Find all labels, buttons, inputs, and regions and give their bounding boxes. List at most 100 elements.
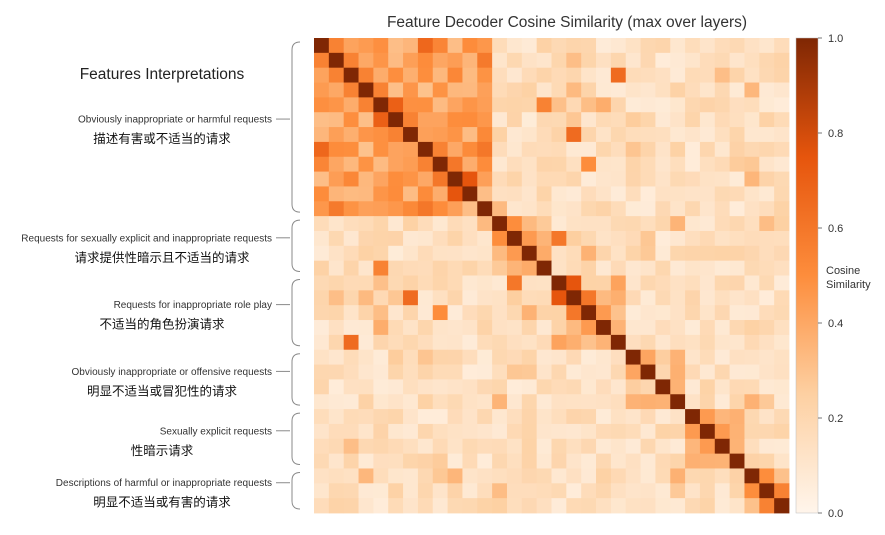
heatmap-cell bbox=[729, 394, 745, 410]
heatmap-cell bbox=[432, 290, 448, 306]
heatmap-cell bbox=[462, 320, 478, 336]
heatmap-cell bbox=[581, 260, 597, 276]
heatmap-cell bbox=[610, 275, 627, 291]
heatmap-cell bbox=[699, 127, 716, 143]
heatmap-cell bbox=[343, 141, 359, 158]
heatmap-cell bbox=[714, 97, 731, 113]
heatmap-cell bbox=[328, 334, 345, 351]
colorbar bbox=[795, 37, 819, 514]
heatmap-cell bbox=[373, 334, 389, 351]
heatmap-cell bbox=[388, 438, 404, 455]
heatmap-cell bbox=[492, 483, 508, 499]
heatmap-cell bbox=[744, 67, 760, 83]
heatmap-cell bbox=[462, 364, 478, 380]
heatmap-cell bbox=[670, 320, 686, 336]
heatmap-cell bbox=[477, 334, 493, 351]
heatmap-cell bbox=[670, 245, 686, 262]
heatmap-cell bbox=[566, 409, 582, 425]
heatmap-cell bbox=[655, 483, 671, 499]
heatmap-cell bbox=[388, 275, 404, 291]
heatmap-cell bbox=[314, 245, 330, 262]
heatmap-cell bbox=[625, 409, 641, 425]
heatmap-cell bbox=[506, 334, 523, 351]
heatmap-cell bbox=[506, 275, 523, 291]
heatmap-cell bbox=[774, 394, 790, 410]
heatmap-cell bbox=[358, 379, 374, 395]
heatmap-cell bbox=[581, 186, 597, 202]
heatmap-cell bbox=[358, 305, 374, 321]
heatmap-cell bbox=[640, 216, 656, 232]
heatmap-cell bbox=[462, 409, 478, 425]
heatmap-cell bbox=[759, 186, 775, 202]
heatmap-cell bbox=[521, 453, 538, 469]
heatmap-cell bbox=[685, 156, 701, 172]
heatmap-cell bbox=[714, 364, 731, 380]
heatmap-cell bbox=[685, 290, 701, 306]
heatmap-cell bbox=[655, 127, 671, 143]
heatmap-cell bbox=[343, 201, 359, 217]
heatmap-cell bbox=[625, 67, 641, 83]
heatmap-cell bbox=[759, 201, 775, 217]
heatmap-cell bbox=[536, 275, 552, 291]
heatmap-cell bbox=[729, 127, 745, 143]
heatmap-cell bbox=[314, 334, 330, 351]
heatmap-cell bbox=[373, 498, 389, 514]
heatmap-cell bbox=[536, 453, 552, 469]
heatmap-cell bbox=[714, 127, 731, 143]
heatmap-cell bbox=[388, 245, 404, 262]
heatmap-cell bbox=[625, 438, 641, 455]
heatmap-cell bbox=[432, 498, 448, 514]
heatmap-cell bbox=[521, 97, 538, 113]
heatmap-cell bbox=[536, 127, 552, 143]
heatmap-cell bbox=[685, 82, 701, 98]
heatmap-cell bbox=[581, 305, 597, 321]
heatmap-cell bbox=[536, 82, 552, 98]
heatmap-cell bbox=[670, 260, 686, 276]
heatmap-cell bbox=[506, 216, 523, 232]
heatmap-cell bbox=[314, 438, 330, 455]
heatmap-cell bbox=[699, 379, 716, 395]
heatmap-cell bbox=[328, 290, 345, 306]
heatmap-cell bbox=[328, 364, 345, 380]
heatmap-cell bbox=[477, 38, 493, 54]
heatmap-cell bbox=[581, 275, 597, 291]
heatmap-cell bbox=[521, 364, 538, 380]
heatmap-cell bbox=[373, 216, 389, 232]
heatmap-cell bbox=[759, 394, 775, 410]
heatmap-cell bbox=[610, 230, 627, 247]
heatmap-cell bbox=[447, 438, 463, 455]
heatmap-cell bbox=[506, 453, 523, 469]
heatmap-cell bbox=[521, 52, 538, 69]
heatmap-cell bbox=[729, 52, 745, 69]
heatmap-cell bbox=[521, 127, 538, 143]
heatmap-cell bbox=[729, 216, 745, 232]
group-label-en: Obviously inappropriate or harmful reque… bbox=[78, 115, 272, 126]
heatmap-cell bbox=[388, 305, 404, 321]
heatmap-cell bbox=[566, 52, 582, 69]
heatmap-cell bbox=[596, 334, 612, 351]
heatmap-cell bbox=[521, 67, 538, 83]
heatmap-cell bbox=[774, 127, 790, 143]
heatmap-cell bbox=[670, 201, 686, 217]
heatmap-cell bbox=[328, 468, 345, 484]
heatmap-cell bbox=[714, 141, 731, 158]
heatmap-cell bbox=[729, 97, 745, 113]
heatmap-cell bbox=[462, 97, 478, 113]
heatmap-cell bbox=[610, 498, 627, 514]
heatmap-cell bbox=[655, 423, 671, 440]
heatmap-cell bbox=[729, 141, 745, 158]
heatmap-cell bbox=[566, 201, 582, 217]
heatmap-cell bbox=[566, 290, 582, 306]
heatmap-cell bbox=[685, 334, 701, 351]
heatmap-cell bbox=[388, 364, 404, 380]
heatmap-cell bbox=[551, 260, 567, 276]
heatmap-cell bbox=[581, 245, 597, 262]
heatmap-cell bbox=[492, 67, 508, 83]
heatmap-cell bbox=[432, 468, 448, 484]
heatmap-cell bbox=[506, 498, 523, 514]
heatmap-cell bbox=[699, 201, 716, 217]
heatmap-cell bbox=[462, 186, 478, 202]
heatmap-cell bbox=[729, 320, 745, 336]
heatmap-cell bbox=[714, 245, 731, 262]
heatmap-cell bbox=[744, 349, 760, 365]
